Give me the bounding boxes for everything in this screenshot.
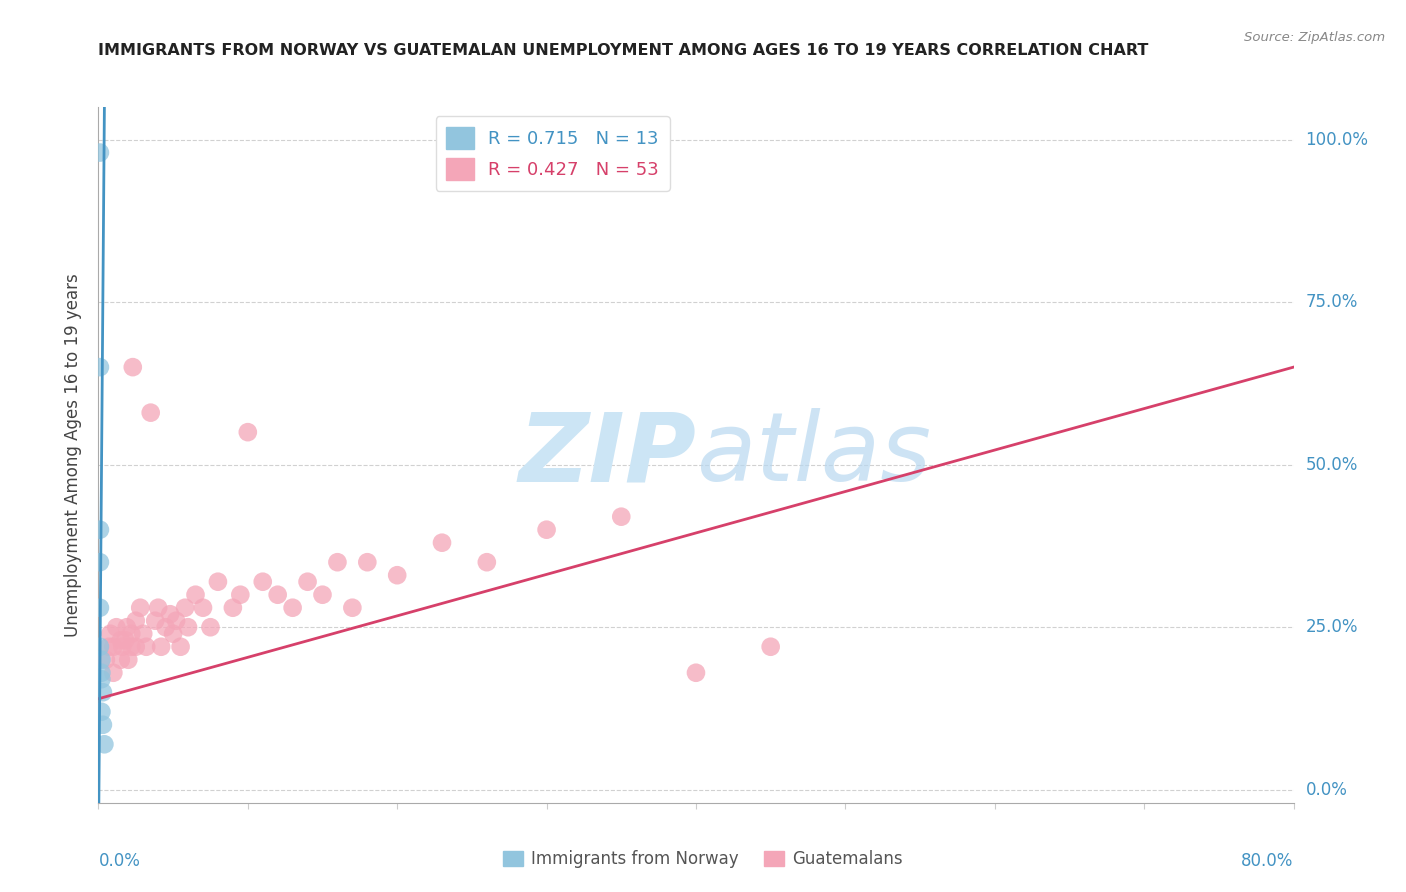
Point — [174, 600, 197, 615]
Point — [91, 718, 114, 732]
Point — [89, 555, 111, 569]
Y-axis label: Unemployment Among Ages 16 to 19 years: Unemployment Among Ages 16 to 19 years — [65, 273, 83, 637]
Point — [342, 600, 364, 615]
Point — [125, 614, 148, 628]
Point — [125, 640, 148, 654]
Point — [117, 653, 139, 667]
Point — [356, 555, 378, 569]
Point — [326, 555, 349, 569]
Point — [93, 737, 115, 751]
Point — [430, 535, 453, 549]
Point — [110, 633, 132, 648]
Point — [311, 588, 333, 602]
Point — [759, 640, 782, 654]
Text: IMMIGRANTS FROM NORWAY VS GUATEMALAN UNEMPLOYMENT AMONG AGES 16 TO 19 YEARS CORR: IMMIGRANTS FROM NORWAY VS GUATEMALAN UNE… — [98, 43, 1149, 58]
Point — [281, 600, 304, 615]
Point — [121, 360, 143, 375]
Text: 50.0%: 50.0% — [1305, 456, 1358, 474]
Point — [267, 588, 290, 602]
Point — [475, 555, 498, 569]
Point — [110, 653, 132, 667]
Text: 100.0%: 100.0% — [1305, 130, 1368, 149]
Point — [143, 614, 166, 628]
Point — [132, 626, 155, 640]
Point — [105, 620, 128, 634]
Point — [685, 665, 707, 680]
Point — [111, 640, 134, 654]
Point — [89, 523, 111, 537]
Point — [103, 640, 125, 654]
Point — [89, 640, 111, 654]
Point — [536, 523, 558, 537]
Point — [90, 665, 112, 680]
Text: 80.0%: 80.0% — [1241, 852, 1294, 870]
Legend: R = 0.715   N = 13, R = 0.427   N = 53: R = 0.715 N = 13, R = 0.427 N = 53 — [436, 116, 669, 191]
Point — [98, 626, 122, 640]
Point — [103, 665, 125, 680]
Point — [385, 568, 409, 582]
Point — [94, 653, 117, 667]
Text: 0.0%: 0.0% — [98, 852, 141, 870]
Point — [169, 640, 191, 654]
Point — [120, 640, 142, 654]
Point — [90, 653, 112, 667]
Point — [222, 600, 245, 615]
Point — [207, 574, 229, 589]
Point — [159, 607, 181, 622]
Point — [200, 620, 222, 634]
Text: 75.0%: 75.0% — [1305, 293, 1358, 311]
Text: Source: ZipAtlas.com: Source: ZipAtlas.com — [1244, 31, 1385, 45]
Point — [148, 600, 170, 615]
Point — [236, 425, 259, 439]
Text: ZIP: ZIP — [517, 409, 696, 501]
Point — [89, 360, 111, 375]
Point — [89, 600, 111, 615]
Point — [252, 574, 274, 589]
Point — [139, 406, 162, 420]
Point — [184, 588, 207, 602]
Point — [155, 620, 177, 634]
Point — [114, 633, 136, 648]
Point — [191, 600, 214, 615]
Point — [297, 574, 319, 589]
Point — [165, 614, 187, 628]
Point — [135, 640, 157, 654]
Text: atlas: atlas — [696, 409, 931, 501]
Point — [90, 705, 112, 719]
Text: 25.0%: 25.0% — [1305, 618, 1358, 636]
Point — [89, 145, 111, 160]
Point — [610, 509, 633, 524]
Point — [91, 685, 114, 699]
Point — [162, 626, 184, 640]
Point — [150, 640, 173, 654]
Point — [115, 620, 138, 634]
Point — [129, 600, 152, 615]
Text: 0.0%: 0.0% — [1305, 780, 1347, 799]
Point — [120, 626, 142, 640]
Point — [229, 588, 252, 602]
Point — [177, 620, 200, 634]
Point — [90, 672, 112, 686]
Point — [97, 640, 120, 654]
Legend: Immigrants from Norway, Guatemalans: Immigrants from Norway, Guatemalans — [496, 844, 910, 875]
